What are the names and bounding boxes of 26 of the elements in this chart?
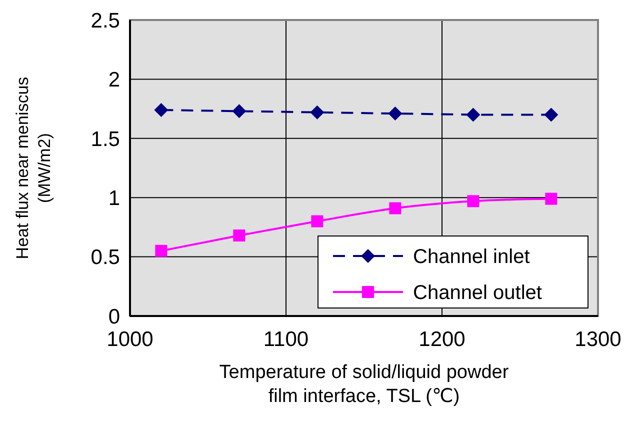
point <box>311 215 324 228</box>
x-tick-label: 1100 <box>263 328 309 351</box>
point <box>155 244 168 257</box>
x-tick-label: 1200 <box>418 328 466 351</box>
point <box>232 104 246 118</box>
y-tick-label: 0 <box>108 305 120 328</box>
point <box>388 106 402 121</box>
y-tick-label: 2 <box>108 68 120 92</box>
point <box>544 108 558 122</box>
point <box>545 192 558 205</box>
point <box>154 102 168 117</box>
legend-label: Channel outlet <box>413 282 542 304</box>
y-axis-title: Heat flux near meniscus (MW/m2) <box>13 76 54 260</box>
y-tick-label: 0.5 <box>90 246 120 270</box>
y-tick-label: 1 <box>108 186 120 210</box>
point <box>389 202 402 214</box>
x-tick-label: 1000 <box>106 328 154 351</box>
point <box>310 105 324 120</box>
point <box>233 229 246 242</box>
x-axis-title: Temperature of solid/liquid powder film interface, TSL (℃) <box>219 362 510 407</box>
legend-label: Channel inlet <box>413 246 530 268</box>
x-tick-label: 1300 <box>574 328 622 351</box>
point <box>467 195 480 208</box>
point <box>466 108 480 122</box>
y-tick-label: 2.5 <box>90 9 120 32</box>
y-tick-label: 1.5 <box>90 128 120 151</box>
